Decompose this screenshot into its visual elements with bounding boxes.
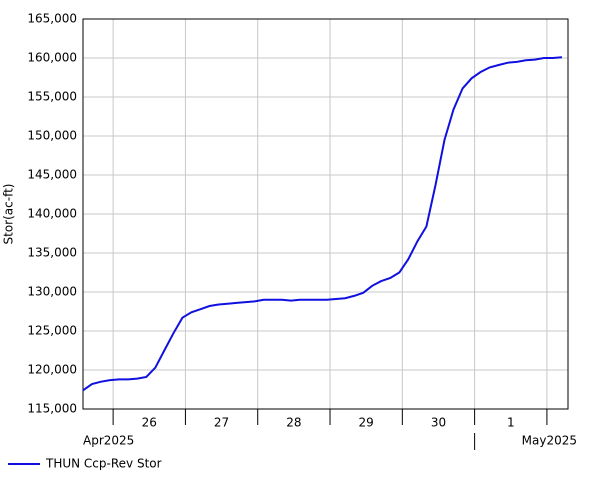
month-label: Apr2025 xyxy=(83,434,134,448)
month-label: May2025 xyxy=(522,434,577,448)
y-tick-label: 120,000 xyxy=(27,363,77,377)
y-tick-label: 160,000 xyxy=(27,51,77,65)
y-axis-label: Stor(ac-ft) xyxy=(2,184,16,245)
series-line xyxy=(82,56,563,392)
y-tick-label: 145,000 xyxy=(27,168,77,182)
y-tick-label: 150,000 xyxy=(27,129,77,143)
x-tick-label: 29 xyxy=(359,416,374,430)
y-tick-label: 115,000 xyxy=(27,402,77,416)
y-tick-label: 135,000 xyxy=(27,246,77,260)
y-tick-label: 165,000 xyxy=(27,12,77,26)
x-tick-label: 28 xyxy=(286,416,301,430)
x-tick-label: 30 xyxy=(431,416,446,430)
plot-frame xyxy=(82,18,569,410)
x-tick-label: 1 xyxy=(507,416,515,430)
y-tick-label: 130,000 xyxy=(27,285,77,299)
y-tick-label: 155,000 xyxy=(27,90,77,104)
legend-label: THUN Ccp-Rev Stor xyxy=(45,457,162,471)
y-tick-label: 125,000 xyxy=(27,324,77,338)
y-tick-label: 140,000 xyxy=(27,207,77,221)
x-tick-label: 26 xyxy=(142,416,157,430)
x-tick-label: 27 xyxy=(214,416,229,430)
